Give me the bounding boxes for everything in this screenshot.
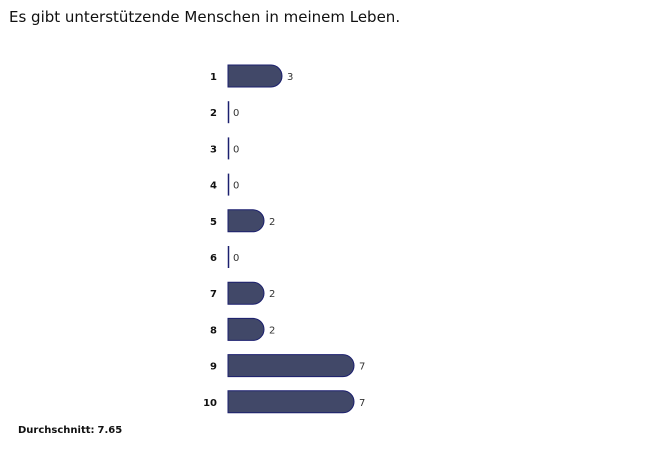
- value-label: 2: [269, 325, 275, 336]
- value-label: 0: [233, 108, 239, 119]
- category-label: 10: [203, 398, 217, 409]
- average-summary: Durchschnitt: 7.65: [18, 425, 122, 436]
- category-label: 4: [210, 181, 217, 192]
- value-label: 2: [269, 217, 275, 228]
- category-label: 1: [210, 72, 217, 83]
- category-label: 2: [210, 108, 217, 119]
- value-label: 0: [233, 253, 239, 264]
- bar: [227, 64, 283, 88]
- category-label: 7: [210, 289, 217, 300]
- category-label: 9: [210, 362, 217, 373]
- bar: [227, 209, 265, 233]
- bar: [227, 317, 265, 341]
- category-label: 5: [210, 217, 217, 228]
- value-label: 0: [233, 181, 239, 192]
- category-label: 3: [210, 144, 217, 155]
- chart-title: Es gibt unterstützende Menschen in meine…: [9, 8, 401, 26]
- value-label: 7: [359, 362, 365, 373]
- bar: [227, 390, 355, 414]
- category-label: 6: [210, 253, 217, 264]
- average-value: 7.65: [97, 425, 123, 436]
- category-label: 8: [210, 325, 217, 336]
- value-label: 3: [287, 72, 293, 83]
- value-label: 7: [359, 398, 365, 409]
- average-label: Durchschnitt:: [18, 425, 95, 436]
- bar: [227, 354, 355, 378]
- bar: [227, 281, 265, 305]
- value-label: 2: [269, 289, 275, 300]
- value-label: 0: [233, 144, 239, 155]
